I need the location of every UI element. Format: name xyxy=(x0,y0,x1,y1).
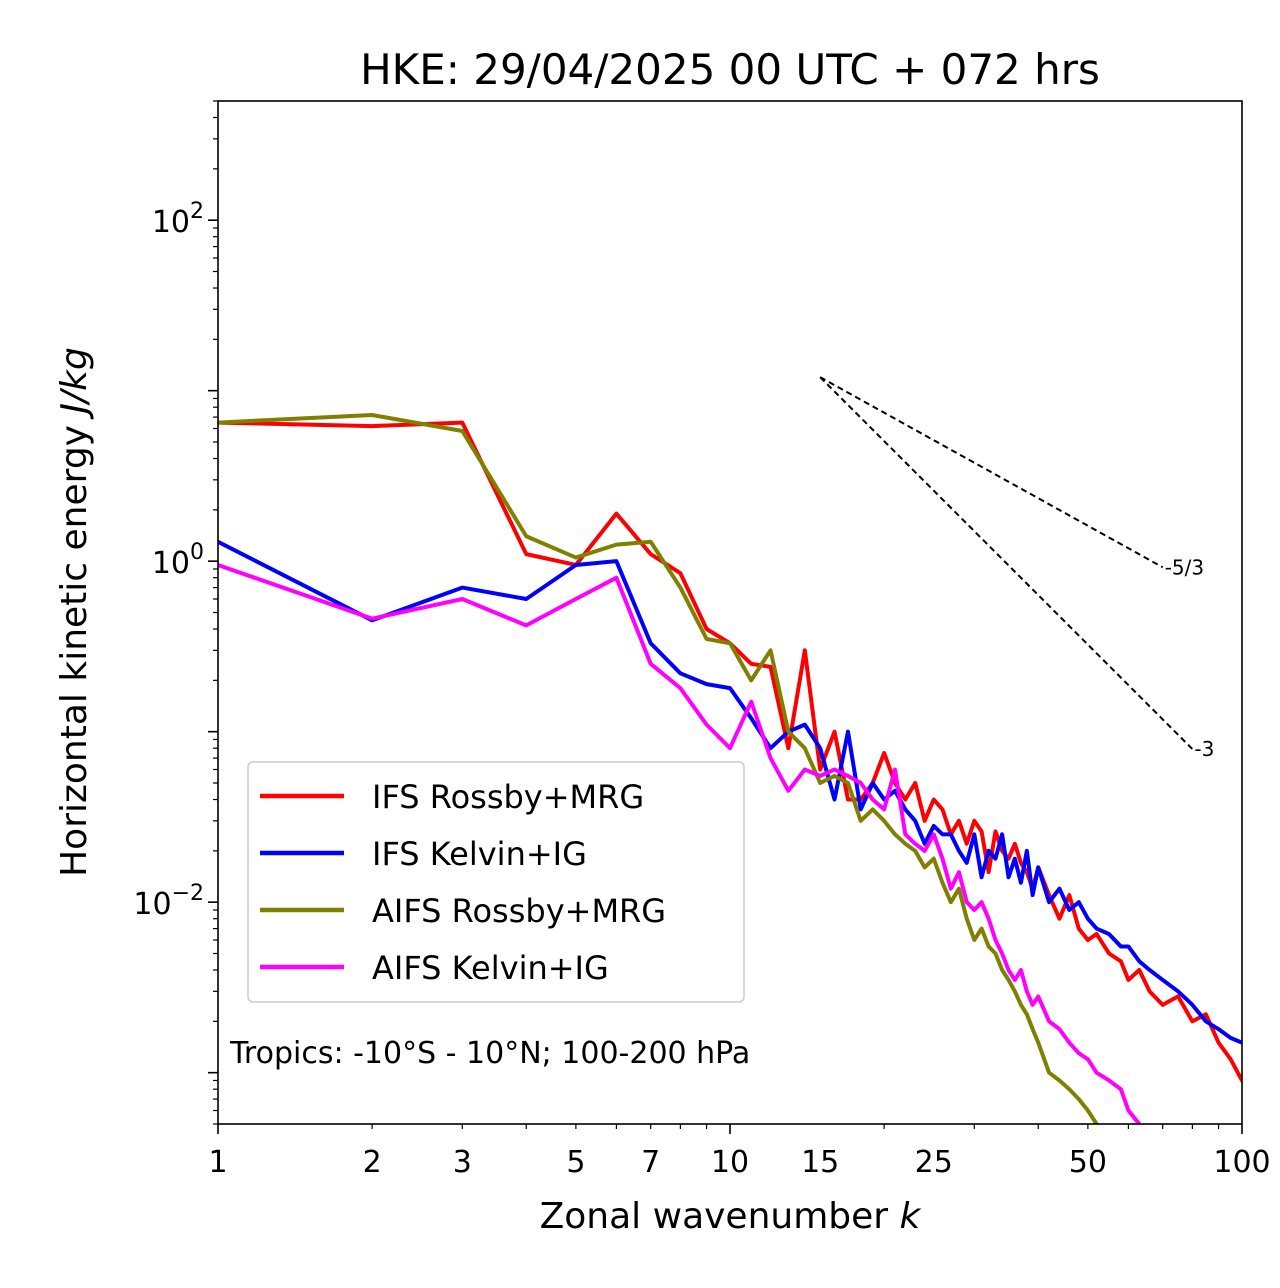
legend-label-2: IFS Kelvin+IG xyxy=(372,835,587,873)
legend-label-4: AIFS Kelvin+IG xyxy=(372,949,609,987)
x-tick-label: 100 xyxy=(1213,1145,1270,1180)
series-lines xyxy=(218,413,1242,1124)
y-tick-label: 10−2 xyxy=(133,881,204,922)
y-axis-title-text: Horizontal kinetic energy xyxy=(54,425,95,877)
y-axis-unit: J/kg xyxy=(54,347,95,419)
x-tick-label: 3 xyxy=(453,1145,472,1180)
reference-slope-label-2: -3 xyxy=(1194,737,1214,761)
x-axis-variable: k xyxy=(900,1196,923,1237)
x-axis-title: Zonal wavenumber k xyxy=(540,1196,923,1237)
reference-slope-line-2 xyxy=(819,376,1194,750)
legend-label-3: AIFS Rossby+MRG xyxy=(372,892,666,930)
legend: IFS Rossby+MRG IFS Kelvin+IG AIFS Rossby+M… xyxy=(247,761,745,1003)
x-axis-title-text: Zonal wavenumber xyxy=(540,1196,889,1237)
y-axis: 10−2 100 102 xyxy=(133,100,218,1125)
region-annotation: Tropics: -10°S - 10°N; 100-200 hPa xyxy=(229,1036,750,1071)
series-line-3 xyxy=(218,413,1099,1124)
x-tick-label: 7 xyxy=(641,1145,660,1180)
series-line-4 xyxy=(218,562,1142,1124)
y-tick-label: 100 xyxy=(152,540,204,581)
series-line-1 xyxy=(218,420,1242,1083)
reference-slope-line-1 xyxy=(819,376,1164,569)
x-tick-label: 50 xyxy=(1069,1145,1107,1180)
x-tick-label: 15 xyxy=(801,1145,839,1180)
x-tick-label: 2 xyxy=(363,1145,382,1180)
legend-box xyxy=(247,761,745,1003)
reference-slope-labels: -5/3 -3 xyxy=(1165,555,1215,761)
x-tick-label: 5 xyxy=(566,1145,585,1180)
x-axis: 1 2 3 5 7 10 15 25 50 100 xyxy=(208,1124,1271,1180)
legend-label-1: IFS Rossby+MRG xyxy=(372,778,644,816)
x-tick-label: 10 xyxy=(711,1145,749,1180)
reference-slope-label-1: -5/3 xyxy=(1165,555,1204,579)
reference-slopes xyxy=(819,376,1194,750)
x-tick-label: 1 xyxy=(208,1145,227,1180)
x-tick-label: 25 xyxy=(915,1145,953,1180)
y-axis-title: Horizontal kinetic energy J/kg xyxy=(54,347,95,877)
series-line-2 xyxy=(218,539,1242,1045)
y-tick-label: 102 xyxy=(152,199,204,240)
chart-title: HKE: 29/04/2025 00 UTC + 072 hrs xyxy=(360,45,1100,94)
